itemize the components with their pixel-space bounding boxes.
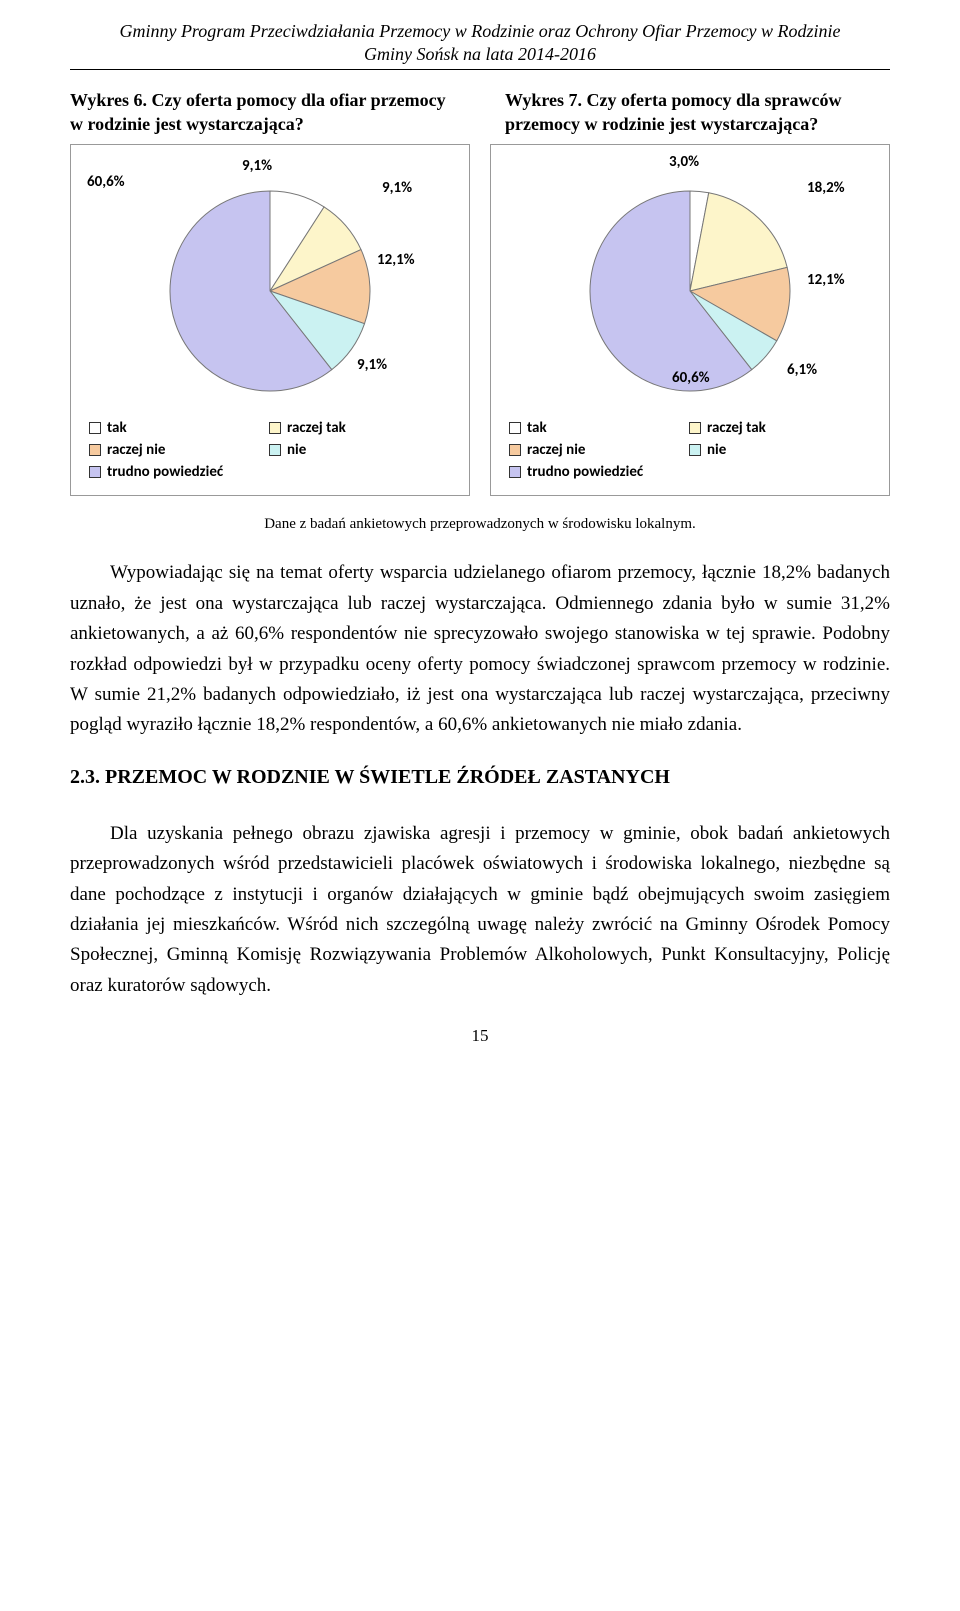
legend-label: raczej nie [107, 441, 165, 459]
pie-label: 9,1% [382, 179, 412, 197]
legend-item: raczej tak [269, 419, 419, 437]
legend-label: nie [707, 441, 726, 459]
paragraph-2: Dla uzyskania pełnego obrazu zjawiska ag… [70, 819, 890, 1001]
legend-label: raczej tak [707, 419, 766, 437]
pie-label: 12,1% [377, 251, 415, 269]
section-heading: 2.3. PRZEMOC W RODZNIE W ŚWIETLE ŹRÓDEŁ … [70, 766, 890, 789]
legend-item: nie [269, 441, 419, 459]
legend-swatch [269, 444, 281, 456]
pie-label: 60,6% [672, 369, 710, 387]
chart6-card: 9,1% 9,1% 12,1% 9,1% 60,6% tak raczej tak racz… [70, 144, 470, 496]
paragraph-1-text: Wypowiadając się na temat oferty wsparci… [70, 558, 890, 740]
header-line1: Gminny Program Przeciwdziałania Przemocy… [70, 20, 890, 43]
chart7-canvas: 3,0% 18,2% 12,1% 6,1% 60,6% [497, 151, 883, 411]
chart6-title: Wykres 6. Czy oferta pomocy dla ofiar pr… [70, 88, 455, 137]
legend-item: nie [689, 441, 839, 459]
legend-label: raczej tak [287, 419, 346, 437]
legend-item: raczej tak [689, 419, 839, 437]
page-header: Gminny Program Przeciwdziałania Przemocy… [70, 20, 890, 70]
legend-swatch [89, 444, 101, 456]
chart7-title: Wykres 7. Czy oferta pomocy dla sprawców… [505, 88, 890, 137]
legend-swatch [689, 422, 701, 434]
pie-label: 6,1% [787, 361, 817, 379]
pie-label: 12,1% [807, 271, 845, 289]
legend-item: tak [89, 419, 239, 437]
page-number: 15 [70, 1026, 890, 1046]
legend-swatch [509, 466, 521, 478]
legend-swatch [89, 422, 101, 434]
chart6-legend: tak raczej tak raczej nie nie trudno powiedz… [77, 411, 463, 489]
legend-item: raczej nie [509, 441, 659, 459]
legend-label: raczej nie [527, 441, 585, 459]
legend-item: trudno powiedzieć [89, 463, 239, 481]
pie-label: 60,6% [87, 173, 125, 191]
legend-label: tak [107, 419, 127, 437]
legend-item: raczej nie [89, 441, 239, 459]
legend-item: trudno powiedzieć [509, 463, 659, 481]
legend-swatch [509, 422, 521, 434]
paragraph-2-text: Dla uzyskania pełnego obrazu zjawiska ag… [70, 819, 890, 1001]
pie-label: 3,0% [669, 153, 699, 171]
header-line2: Gminy Sońsk na lata 2014-2016 [70, 43, 890, 66]
pie-label: 9,1% [357, 356, 387, 374]
legend-swatch [509, 444, 521, 456]
paragraph-1: Wypowiadając się na temat oferty wsparci… [70, 558, 890, 740]
pie-label: 9,1% [242, 157, 272, 175]
chart7-card: 3,0% 18,2% 12,1% 6,1% 60,6% tak raczej tak rac… [490, 144, 890, 496]
chart7-legend: tak raczej tak raczej nie nie trudno powiedz… [497, 411, 883, 489]
legend-swatch [689, 444, 701, 456]
legend-item: tak [509, 419, 659, 437]
legend-label: nie [287, 441, 306, 459]
legend-swatch [269, 422, 281, 434]
chart-titles-row: Wykres 6. Czy oferta pomocy dla ofiar pr… [70, 88, 890, 137]
legend-label: trudno powiedzieć [107, 463, 223, 481]
chart6-canvas: 9,1% 9,1% 12,1% 9,1% 60,6% [77, 151, 463, 411]
legend-label: trudno powiedzieć [527, 463, 643, 481]
chart-row: 9,1% 9,1% 12,1% 9,1% 60,6% tak raczej tak racz… [70, 144, 890, 496]
pie-label: 18,2% [807, 179, 845, 197]
source-text: Dane z badań ankietowych przeprowadzonyc… [70, 516, 890, 533]
legend-swatch [89, 466, 101, 478]
legend-label: tak [527, 419, 547, 437]
